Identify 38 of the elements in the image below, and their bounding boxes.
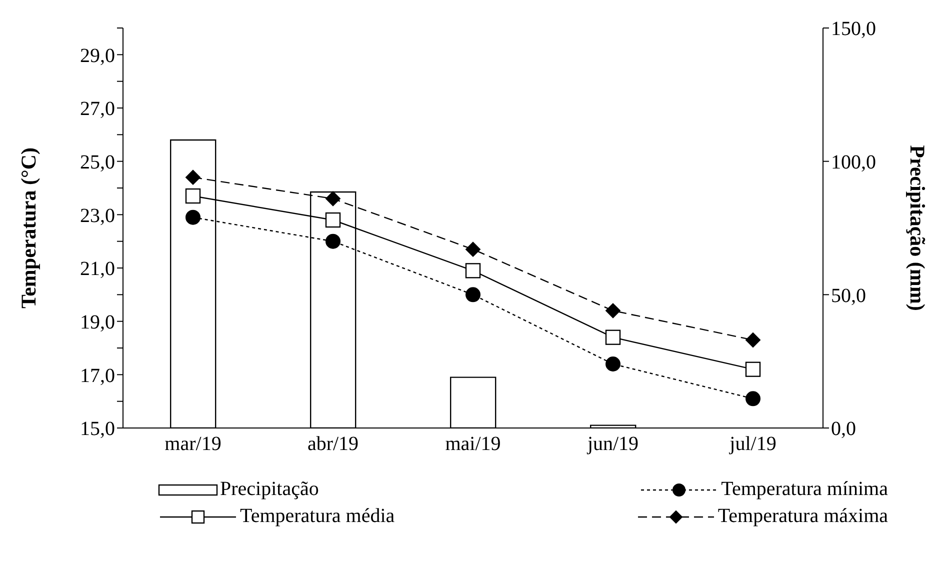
y-axis-title: Temperatura (°C) — [16, 147, 40, 309]
point — [606, 356, 620, 372]
y-tick-label: 29,0 — [80, 44, 115, 67]
point — [745, 362, 761, 377]
y2-tick-label: 0,0 — [831, 418, 856, 440]
point — [466, 242, 480, 257]
legend-label: Temperatura mínima — [721, 478, 888, 501]
legend-label: Precipitação — [220, 478, 319, 501]
x-tick-label: abr/19 — [307, 433, 359, 456]
y-tick-label: 19,0 — [80, 311, 115, 334]
point — [326, 191, 340, 206]
point — [746, 332, 760, 348]
y-tick-label: 27,0 — [80, 98, 115, 120]
legend-label: Temperatura máxima — [718, 505, 888, 528]
point — [326, 234, 340, 249]
y-tick-label: 23,0 — [80, 204, 115, 227]
y2-tick-label: 100,0 — [831, 151, 876, 174]
y2-axis-title: Precipitação (mm) — [906, 145, 930, 311]
point — [186, 210, 200, 225]
x-tick-label: mar/19 — [164, 433, 222, 456]
point — [605, 330, 621, 345]
point — [746, 391, 760, 406]
y2-tick-label: 150,0 — [831, 18, 876, 40]
point — [466, 287, 480, 302]
x-tick-label: mai/19 — [445, 433, 501, 456]
y-tick-label: 25,0 — [80, 151, 115, 174]
point — [186, 170, 200, 185]
point — [606, 303, 620, 318]
point — [465, 263, 481, 278]
y2-tick-label: 50,0 — [831, 284, 866, 307]
y-tick-label: 15,0 — [80, 418, 115, 440]
x-tick-label: jul/19 — [728, 433, 776, 456]
legend-label: Temperatura média — [240, 505, 395, 528]
point — [185, 188, 201, 204]
point — [325, 212, 341, 228]
y-tick-label: 17,0 — [80, 364, 115, 387]
y-tick-label: 21,0 — [80, 258, 115, 280]
x-tick-label: jun/19 — [586, 433, 639, 456]
